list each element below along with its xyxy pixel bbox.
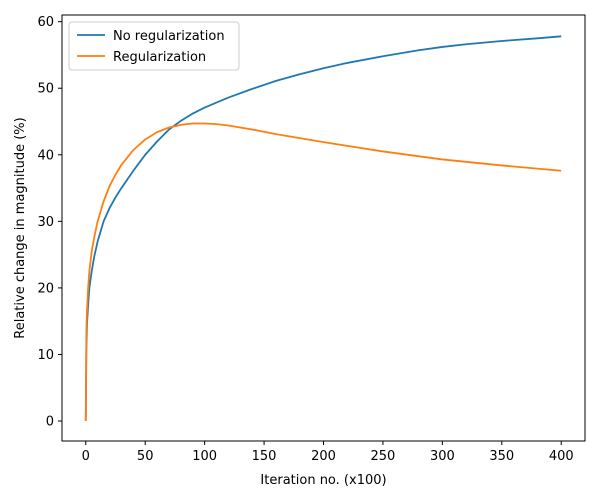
x-tick-label: 400 (549, 449, 574, 464)
x-tick-label: 250 (371, 449, 396, 464)
x-tick-label: 0 (82, 449, 90, 464)
y-tick-label: 20 (37, 281, 54, 296)
legend: No regularization Regularization (68, 21, 240, 71)
x-tick-label: 100 (192, 449, 217, 464)
x-axis-label: Iteration no. (x100) (260, 473, 386, 488)
x-tick-label: 300 (430, 449, 455, 464)
y-tick-label: 60 (37, 15, 54, 30)
x-tick-label: 150 (252, 449, 277, 464)
y-axis-label: Relative change in magnitude (%) (13, 117, 28, 338)
y-axis-ticks: 0 10 20 30 40 50 60 (37, 15, 62, 430)
y-tick-label: 30 (37, 215, 54, 230)
series-lines (84, 35, 562, 422)
x-tick-label: 50 (137, 449, 154, 464)
legend-label: Regularization (113, 50, 206, 65)
series-line-regularization (84, 122, 562, 422)
y-tick-label: 0 (46, 415, 54, 430)
x-tick-label: 350 (489, 449, 514, 464)
legend-label: No regularization (113, 29, 225, 44)
y-tick-label: 40 (37, 148, 54, 163)
y-tick-label: 50 (37, 82, 54, 97)
series-line-no-regularization (84, 35, 562, 422)
plot-frame (61, 14, 586, 442)
x-axis-ticks: 0 50 100 150 200 250 300 350 400 (82, 441, 574, 464)
x-tick-label: 200 (311, 449, 336, 464)
y-tick-label: 10 (37, 348, 54, 363)
legend-box (68, 21, 240, 71)
